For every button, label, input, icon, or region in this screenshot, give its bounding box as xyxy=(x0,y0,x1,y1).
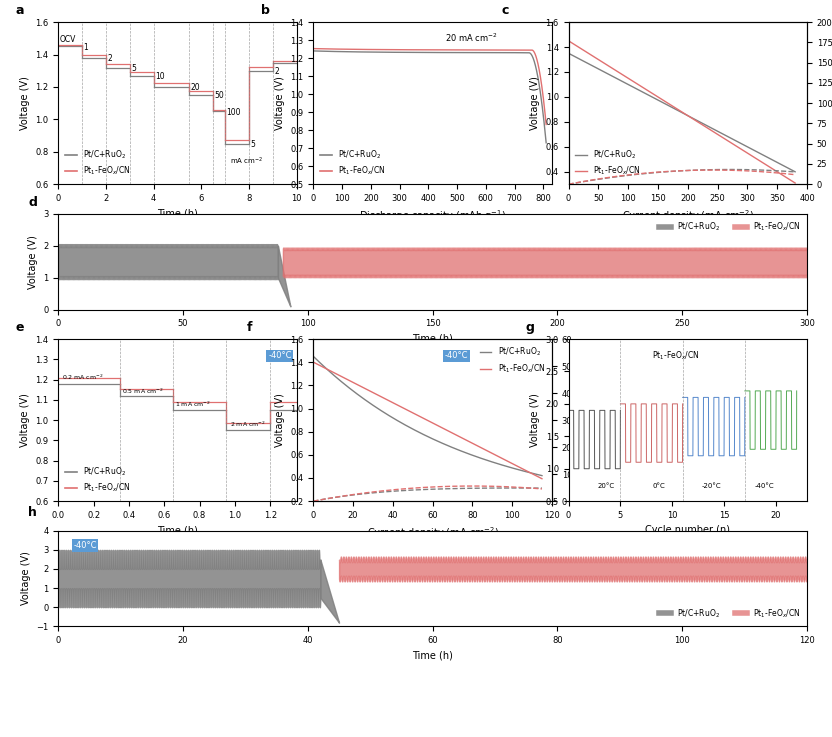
Text: Pt$_1$-FeO$_x$/CN: Pt$_1$-FeO$_x$/CN xyxy=(652,349,700,362)
Text: -40°C: -40°C xyxy=(73,541,97,550)
Text: mA cm$^{-2}$: mA cm$^{-2}$ xyxy=(230,156,263,167)
Text: h: h xyxy=(28,506,37,520)
X-axis label: Discharge capacity (mAh g$^{-1}$): Discharge capacity (mAh g$^{-1}$) xyxy=(359,209,506,224)
Text: -40°C: -40°C xyxy=(444,352,468,360)
Text: g: g xyxy=(526,321,534,334)
X-axis label: Current density (mA cm$^{-2}$): Current density (mA cm$^{-2}$) xyxy=(622,209,754,224)
Text: 5: 5 xyxy=(250,140,255,149)
Text: 1: 1 xyxy=(83,43,88,52)
Text: 20: 20 xyxy=(191,83,201,92)
Text: 20 mA cm$^{-2}$: 20 mA cm$^{-2}$ xyxy=(444,31,498,43)
Text: 100: 100 xyxy=(226,108,241,116)
Y-axis label: Voltage (V): Voltage (V) xyxy=(530,76,540,130)
X-axis label: Cycle number (n): Cycle number (n) xyxy=(646,525,730,536)
Y-axis label: Voltage (V): Voltage (V) xyxy=(275,76,285,130)
Y-axis label: Voltage (V): Voltage (V) xyxy=(530,393,540,447)
Text: 2: 2 xyxy=(107,54,111,63)
Y-axis label: Power density
(mW cm$^{-2}$): Power density (mW cm$^{-2}$) xyxy=(577,388,602,452)
Text: a: a xyxy=(15,4,24,17)
Text: 1 mA cm$^{-2}$: 1 mA cm$^{-2}$ xyxy=(175,399,210,409)
Legend: Pt/C+RuO$_2$, Pt$_1$-FeO$_x$/CN: Pt/C+RuO$_2$, Pt$_1$-FeO$_x$/CN xyxy=(62,145,133,181)
Text: 10: 10 xyxy=(155,72,165,81)
Text: OCV: OCV xyxy=(59,35,76,43)
Text: b: b xyxy=(261,4,270,17)
Text: -40°C: -40°C xyxy=(268,352,292,360)
Text: 0.5 mA cm$^{-2}$: 0.5 mA cm$^{-2}$ xyxy=(121,387,164,396)
Text: d: d xyxy=(28,196,37,209)
Legend: Pt/C+RuO$_2$, Pt$_1$-FeO$_x$/CN: Pt/C+RuO$_2$, Pt$_1$-FeO$_x$/CN xyxy=(656,604,803,623)
X-axis label: Current density (mA cm$^{-2}$): Current density (mA cm$^{-2}$) xyxy=(367,525,498,541)
Legend: Pt/C+RuO$_2$, Pt$_1$-FeO$_x$/CN: Pt/C+RuO$_2$, Pt$_1$-FeO$_x$/CN xyxy=(62,462,133,497)
X-axis label: Time (h): Time (h) xyxy=(412,334,453,344)
Legend: Pt/C+RuO$_2$, Pt$_1$-FeO$_x$/CN: Pt/C+RuO$_2$, Pt$_1$-FeO$_x$/CN xyxy=(572,145,643,181)
X-axis label: Time (h): Time (h) xyxy=(157,525,198,536)
Y-axis label: Voltage (V): Voltage (V) xyxy=(20,76,30,130)
Text: 0°C: 0°C xyxy=(652,483,665,489)
Y-axis label: Voltage (V): Voltage (V) xyxy=(21,551,31,606)
Text: f: f xyxy=(246,321,252,334)
X-axis label: Time (h): Time (h) xyxy=(157,209,198,219)
Text: e: e xyxy=(15,321,24,334)
Y-axis label: Voltage (V): Voltage (V) xyxy=(27,234,37,289)
Text: 2: 2 xyxy=(274,67,279,76)
Legend: Pt/C+RuO$_2$, Pt$_1$-FeO$_x$/CN: Pt/C+RuO$_2$, Pt$_1$-FeO$_x$/CN xyxy=(477,343,548,378)
Text: 0.2 mA cm$^{-2}$: 0.2 mA cm$^{-2}$ xyxy=(62,372,103,382)
Legend: Pt/C+RuO$_2$, Pt$_1$-FeO$_x$/CN: Pt/C+RuO$_2$, Pt$_1$-FeO$_x$/CN xyxy=(317,145,389,181)
Y-axis label: Voltage (V): Voltage (V) xyxy=(20,393,30,447)
Text: 5: 5 xyxy=(131,64,136,73)
Y-axis label: Voltage (V): Voltage (V) xyxy=(275,393,285,447)
Text: 20°C: 20°C xyxy=(597,483,614,489)
Text: 2 mA cm$^{-2}$: 2 mA cm$^{-2}$ xyxy=(230,420,265,430)
Text: c: c xyxy=(502,4,509,17)
Text: -40°C: -40°C xyxy=(755,483,775,489)
Text: -20°C: -20°C xyxy=(702,483,721,489)
Text: 50: 50 xyxy=(215,91,224,100)
X-axis label: Time (h): Time (h) xyxy=(412,651,453,661)
Legend: Pt/C+RuO$_2$, Pt$_1$-FeO$_x$/CN: Pt/C+RuO$_2$, Pt$_1$-FeO$_x$/CN xyxy=(656,217,803,236)
